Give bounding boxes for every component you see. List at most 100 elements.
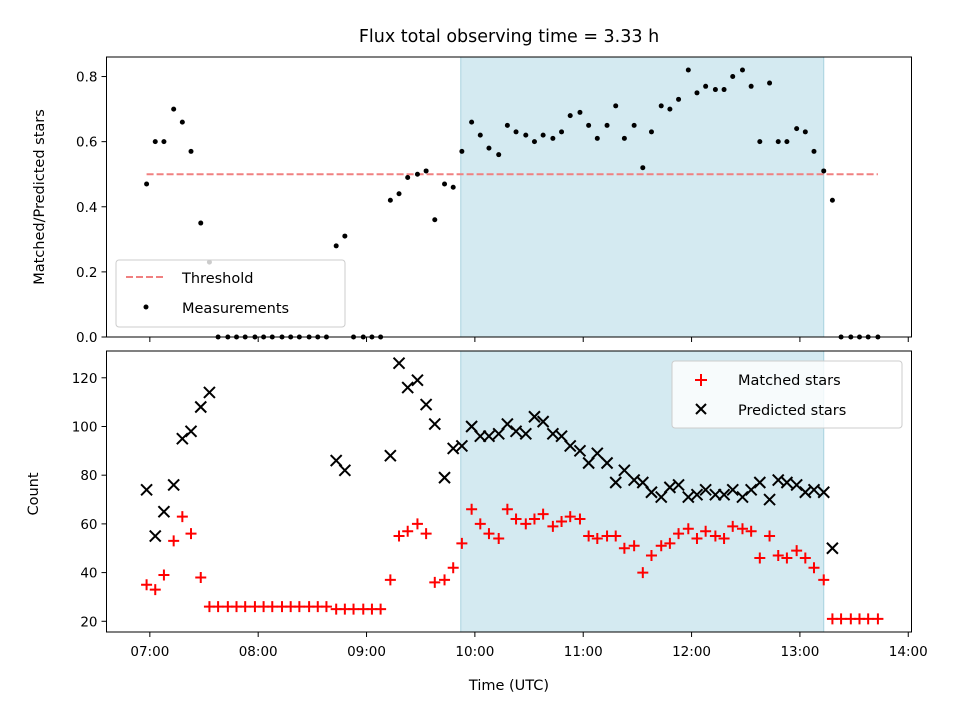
predicted-stars-point (663, 481, 677, 494)
matched-stars-point (501, 503, 513, 515)
matched-stars-point (818, 574, 830, 586)
matched-stars-point (799, 552, 811, 564)
ratio-panel-frame (106, 56, 912, 338)
predicted-stars-point (807, 483, 821, 497)
measurements-point (161, 139, 167, 145)
predicted-stars-point (600, 456, 614, 470)
predicted-stars-point (672, 478, 685, 492)
measurements-point (179, 119, 185, 125)
measurements-point (540, 132, 546, 138)
measurements-point (594, 135, 600, 141)
measurements-point (442, 181, 448, 187)
measurements-point (396, 191, 402, 197)
matched-stars-point (176, 511, 188, 523)
measurements-point (613, 103, 619, 109)
predicted-stars-point (419, 398, 433, 411)
x-tick-label: 13:00 (780, 644, 819, 660)
matched-stars-point (520, 518, 532, 530)
predicted-stars-point (627, 473, 641, 487)
matched-stars-point (691, 532, 703, 544)
measurements-point (450, 184, 456, 190)
predicted-stars-point (519, 427, 533, 440)
matched-stars-point (474, 518, 486, 530)
measurements-point (604, 122, 610, 128)
matched-stars-point (411, 518, 423, 530)
matched-stars-point (637, 567, 649, 579)
measurements-point (577, 109, 583, 115)
matched-stars-point (727, 520, 739, 532)
measurements-point (802, 129, 808, 135)
predicted-stars-point (636, 476, 650, 489)
matched-stars-point (402, 525, 414, 537)
measurements-point (333, 243, 339, 249)
predicted-stars-point (699, 483, 712, 497)
matched-stars-point (293, 601, 305, 613)
measurements-point (144, 181, 150, 187)
predicted-stars-point (582, 456, 595, 470)
count-y-tick-label: 60 (80, 517, 97, 533)
measurements-point (405, 174, 411, 180)
predicted-stars-point (780, 476, 794, 489)
measurements-point (739, 67, 745, 73)
measurements-point (640, 165, 646, 171)
matched-stars-point (375, 603, 387, 615)
measurements-point (550, 135, 556, 141)
count-y-tick-label: 120 (72, 371, 98, 387)
count-panel-ylabel: Count (26, 472, 42, 515)
count-panel-legend: Matched stars Predicted stars (671, 360, 903, 429)
count-legend-box (671, 360, 903, 429)
predicted-stars-point (492, 427, 505, 440)
matched-stars-point (808, 562, 820, 574)
x-axis-label: Time (UTC) (468, 678, 549, 694)
x-tick-label: 14:00 (889, 644, 928, 660)
predicted-stars-point (690, 488, 704, 501)
predicted-stars-point (411, 374, 424, 387)
x-tick-label: 09:00 (347, 644, 386, 660)
count-y-tick-label: 20 (80, 614, 97, 630)
measurements-point (459, 148, 465, 154)
measurements-point (198, 220, 204, 226)
x-tick-label: 10:00 (455, 644, 494, 660)
ratio-y-tick-label: 0.2 (76, 265, 97, 281)
predicted-stars-point (763, 493, 776, 506)
matched-stars-point (239, 601, 251, 613)
predicted-stars-point (753, 476, 767, 489)
matched-stars-point (700, 525, 712, 537)
matched-stars-point (547, 520, 559, 532)
matched-stars-point (872, 613, 884, 625)
predicted-stars-point (528, 410, 541, 423)
count-y-tick-label: 80 (80, 468, 97, 484)
measurements-point (188, 148, 194, 154)
matched-stars-point (709, 530, 721, 542)
predicted-stars-point (482, 430, 496, 443)
measurements-point (794, 126, 800, 132)
count-panel-frame (106, 350, 912, 633)
ratio-y-tick-label: 0.0 (76, 330, 97, 346)
measurements-point (748, 83, 754, 89)
measurements-point (469, 119, 475, 125)
predicted-stars-point (717, 488, 731, 501)
matched-stars-point (212, 601, 224, 613)
count-y-tick-label: 100 (72, 419, 98, 435)
predicted-stars-point (772, 473, 785, 487)
matched-stars-point (754, 552, 766, 564)
measurements-point (504, 122, 510, 128)
predicted-stars-point (682, 490, 695, 504)
predicted-stars-point (157, 505, 171, 518)
predicted-stars-point (401, 381, 414, 394)
matched-stars-point (149, 584, 161, 596)
predicted-stars-point (167, 478, 180, 492)
measurements-point (567, 113, 573, 119)
measurements-point (387, 197, 393, 203)
matched-stars-point (429, 576, 441, 588)
measurements-point (477, 132, 483, 138)
matched-stars-point (510, 513, 522, 525)
measurements-point (757, 139, 763, 145)
measurements-point (171, 106, 177, 112)
matched-stars-point (393, 530, 405, 542)
matched-stars-point (185, 528, 197, 540)
measurements-legend-label: Measurements (182, 301, 289, 317)
measurements-point (621, 135, 627, 141)
matched-stars-point (862, 613, 874, 625)
predicted-stars-point (184, 425, 198, 438)
